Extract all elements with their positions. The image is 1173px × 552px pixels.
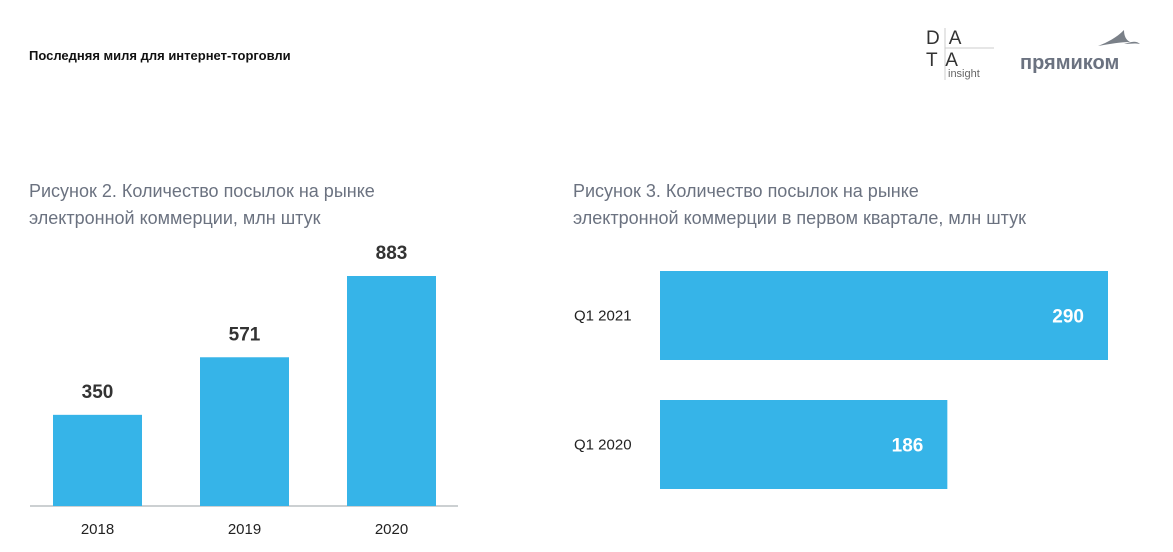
chart-title-line: электронной коммерции, млн штук (29, 208, 321, 228)
bar (347, 276, 436, 506)
chart-title-line: Рисунок 2. Количество посылок на рынке (29, 181, 375, 201)
bar (200, 357, 289, 506)
bird-icon (1098, 30, 1140, 46)
data-label: 186 (892, 436, 924, 457)
horizontal-bar-chart: 290 Q1 2021 186 Q1 2020 (574, 271, 1108, 489)
svg-text:DA: DA (926, 28, 970, 49)
svg-text:insight: insight (948, 68, 980, 80)
chart-title-figure-2: Рисунок 2. Количество посылок на рынке э… (29, 178, 375, 232)
chart-title-figure-3: Рисунок 3. Количество посылок на рынке э… (573, 178, 1026, 232)
primikom-logo: прямиком (1020, 30, 1140, 74)
svg-text:TA: TA (926, 50, 967, 71)
data-label: 290 (1052, 307, 1084, 328)
data-label: 350 (82, 382, 114, 403)
document-title: Последняя миля для интернет-торговли (29, 48, 291, 63)
y-tick-label: Q1 2021 (574, 308, 632, 325)
chart-title-line: Рисунок 3. Количество посылок на рынке (573, 181, 919, 201)
data-insight-logo: DA TA insight (926, 28, 994, 80)
data-label: 571 (229, 324, 261, 345)
x-tick-label: 2018 (81, 521, 114, 538)
x-tick-label: 2019 (228, 521, 261, 538)
bar (660, 271, 1108, 360)
bar (660, 400, 948, 489)
vertical-bar-chart: 350 2018 571 2019 883 2020 (30, 243, 458, 538)
svg-text:прямиком: прямиком (1020, 52, 1119, 74)
x-tick-label: 2020 (375, 521, 408, 538)
chart-title-line: электронной коммерции в первом квартале,… (573, 208, 1026, 228)
data-label: 883 (376, 243, 408, 264)
bar (53, 414, 142, 506)
y-tick-label: Q1 2020 (574, 437, 632, 454)
